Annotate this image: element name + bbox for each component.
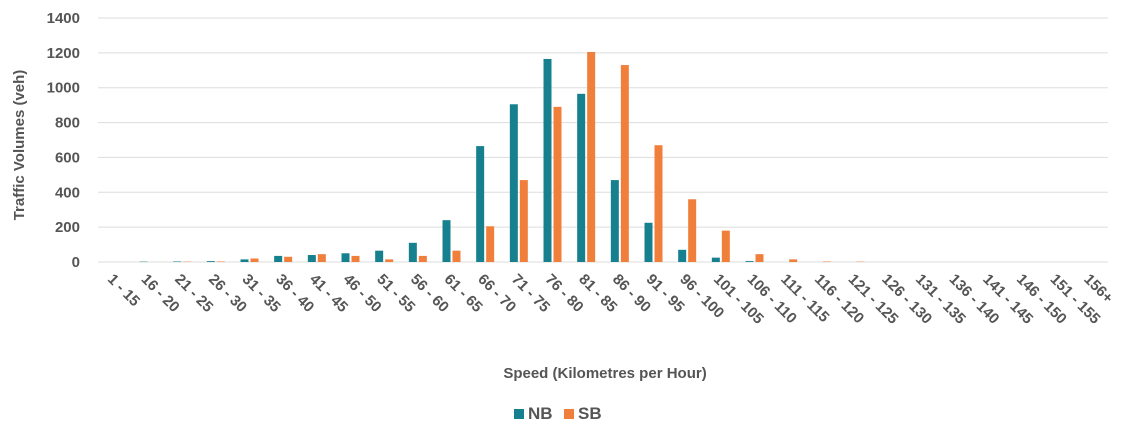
bar-nb-5 — [274, 255, 283, 262]
y-tick-label: 800 — [55, 115, 80, 132]
bar-sb-18 — [721, 230, 730, 262]
y-axis-ticks: 0 200 400 600 800 1000 1200 1400 — [47, 10, 80, 271]
bar-sb-11 — [486, 226, 495, 262]
bar-sb-5 — [284, 256, 293, 262]
y-tick-label: 600 — [55, 149, 80, 166]
bar-sb-19 — [755, 254, 764, 262]
bar-nb-18 — [711, 257, 720, 262]
bar-sb-16 — [654, 145, 663, 262]
bar-sb-14 — [587, 51, 596, 262]
bar-sb-8 — [385, 259, 394, 262]
y-tick-label: 1000 — [47, 80, 80, 97]
bar-sb-17 — [688, 199, 697, 262]
bar-nb-10 — [442, 220, 451, 262]
bar-nb-8 — [375, 250, 384, 262]
bar-sb-21 — [822, 261, 831, 262]
bar-nb-7 — [341, 253, 350, 262]
bar-nb-13 — [543, 58, 552, 263]
y-tick-label: 0 — [72, 254, 80, 271]
x-axis-title: Speed (Kilometres per Hour) — [503, 365, 706, 382]
bar-nb-3 — [206, 261, 215, 262]
y-axis-title: Traffic Volumes (veh) — [11, 70, 28, 221]
legend-label-nb: NB — [528, 404, 553, 423]
legend-swatch-nb — [514, 409, 524, 419]
x-tick-label: 1 - 15 — [104, 271, 143, 310]
bar-nb-11 — [476, 146, 485, 262]
legend: NB SB — [514, 404, 602, 423]
legend-label-sb: SB — [578, 404, 602, 423]
bar-sb-3 — [216, 261, 225, 262]
bar-sb-4 — [250, 258, 259, 262]
bar-sb-6 — [317, 254, 326, 262]
y-tick-label: 1400 — [47, 10, 80, 27]
bar-sb-12 — [519, 180, 528, 262]
y-tick-label: 400 — [55, 184, 80, 201]
bar-sb-20 — [789, 259, 798, 262]
bar-nb-16 — [644, 222, 653, 262]
bar-nb-2 — [173, 261, 182, 262]
bar-sb-7 — [351, 255, 360, 262]
bar-nb-6 — [307, 255, 316, 262]
y-tick-label: 1200 — [47, 45, 80, 62]
bar-nb-12 — [509, 104, 518, 263]
bar-nb-9 — [408, 242, 417, 262]
bar-nb-15 — [610, 180, 619, 262]
bar-nb-14 — [577, 93, 586, 262]
bars — [139, 51, 865, 263]
bar-sb-13 — [553, 106, 562, 262]
bar-nb-19 — [745, 261, 754, 262]
bar-sb-9 — [418, 255, 427, 262]
bar-nb-17 — [678, 249, 687, 262]
y-tick-label: 200 — [55, 219, 80, 236]
bar-sb-10 — [452, 250, 461, 262]
legend-swatch-sb — [564, 409, 574, 419]
bar-sb-15 — [620, 65, 629, 262]
bar-nb-4 — [240, 259, 249, 262]
gridlines — [98, 17, 1108, 263]
